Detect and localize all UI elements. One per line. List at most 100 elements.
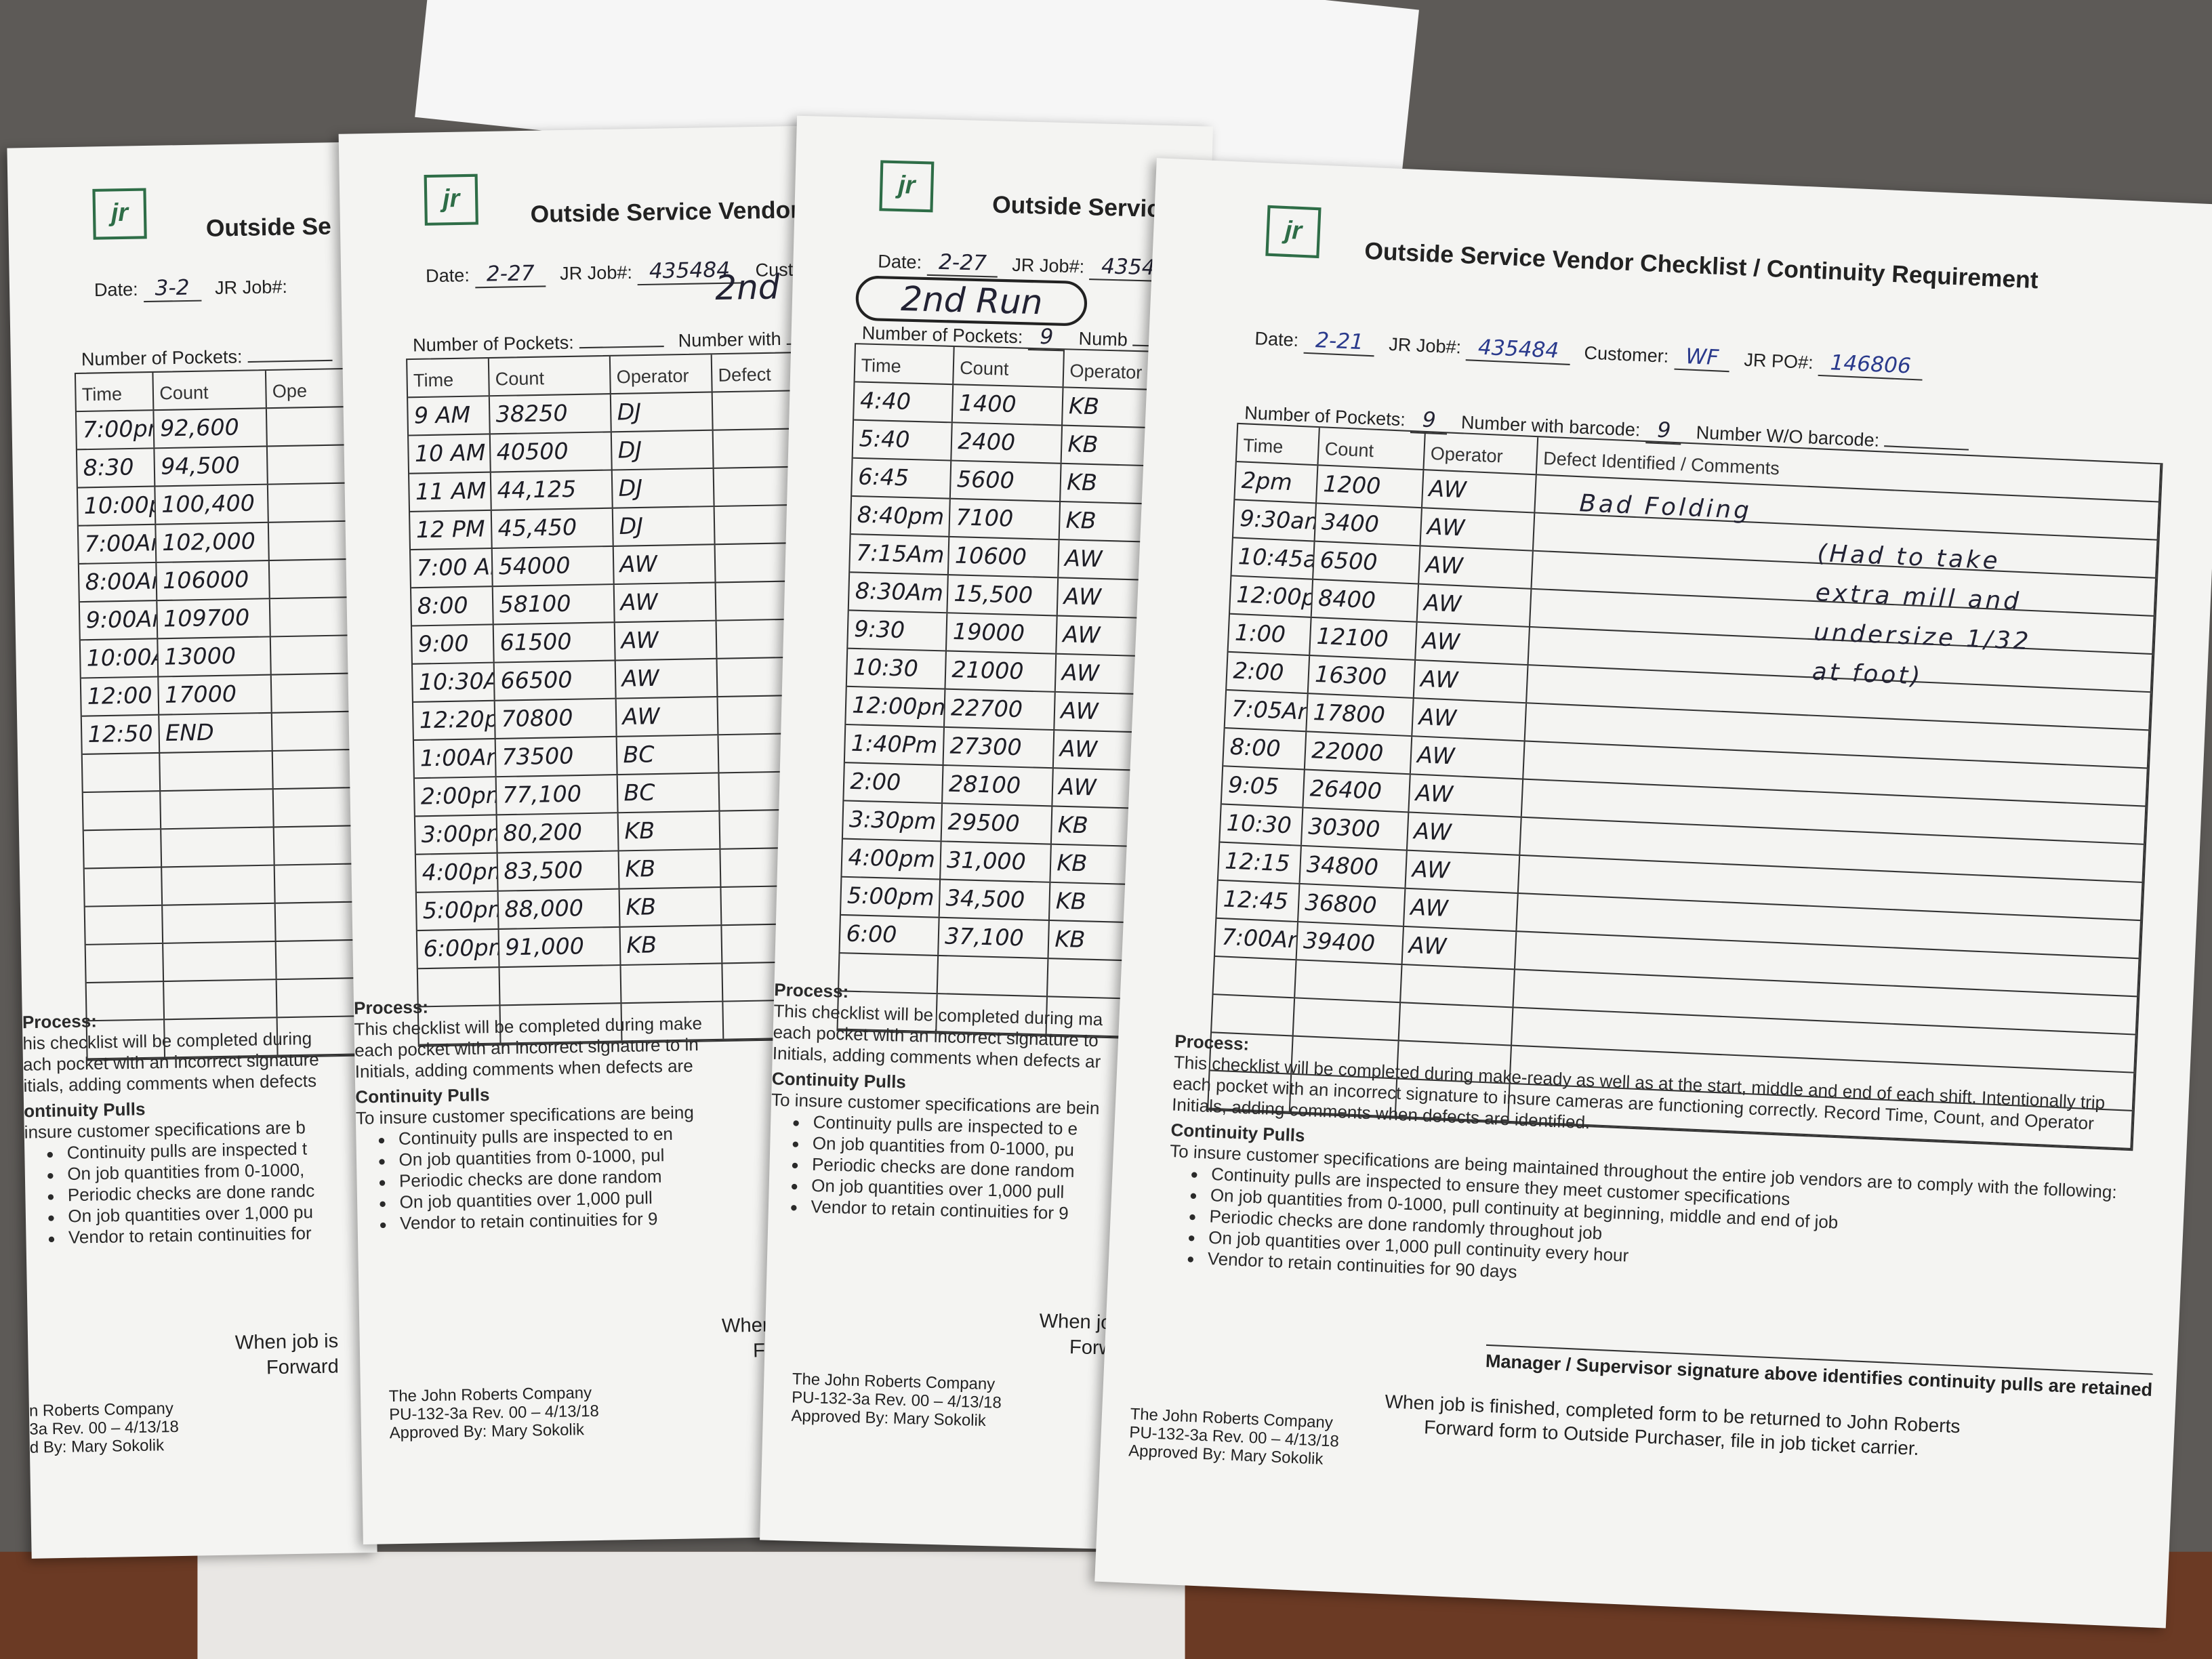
cell: AW (615, 659, 718, 698)
cell: 30300 (1302, 808, 1410, 850)
cell: 12:50 (81, 715, 161, 754)
cell: DJ (611, 392, 714, 432)
cell: KB (619, 849, 722, 888)
column-header: Count (1318, 428, 1426, 470)
cell: 7:00 AM (411, 549, 493, 588)
field-label: Customer: (1583, 342, 1669, 367)
cell: 9:00 (412, 625, 495, 663)
table-row (82, 749, 377, 794)
field-label: JR PO#: (1743, 348, 1814, 373)
table-row: 7:00pm 92,600 (76, 406, 377, 451)
cell: 27300 (943, 727, 1055, 768)
cell: 8:00Am (79, 562, 158, 602)
cell: 12:20pm (413, 701, 496, 740)
field-row: Date: 2-27 JR Job#: 43548 (878, 247, 1194, 283)
closing-line: Forward (266, 1354, 340, 1378)
cell: AW (1412, 699, 1528, 741)
cell: 10:30Am (413, 663, 495, 701)
cell: AW (1402, 926, 1517, 969)
form-title: Outside Service Vendor Checklist / Conti… (1364, 237, 2039, 294)
cell: 88,000 (498, 889, 621, 928)
cell: 37,100 (939, 918, 1050, 958)
closing: When job is finished, completed form to … (1383, 1389, 1961, 1462)
cell (161, 790, 274, 829)
field-label: JR Job#: (559, 261, 633, 284)
cell: DJ (611, 430, 714, 470)
cell: 5:00pm (841, 877, 941, 917)
cell: 9 AM (408, 396, 491, 435)
note: 2nd Run (855, 275, 1088, 327)
cell (83, 792, 162, 830)
cell: 22700 (945, 689, 1056, 730)
footer: The John Roberts Company PU-132-3a Rev. 0… (1128, 1406, 1340, 1471)
cell: 29500 (941, 804, 1053, 844)
cell: AW (1414, 660, 1529, 703)
footer: The John Roberts Company PU-132-3a Rev. 0… (791, 1372, 1002, 1432)
cell: KB (620, 926, 723, 964)
cell (163, 903, 276, 943)
pockets-label: Numb (1078, 327, 1128, 350)
cell: 16300 (1308, 656, 1416, 697)
cell: AW (1407, 813, 1522, 855)
cell: AW (1406, 851, 1521, 893)
column-header: Time (1236, 424, 1320, 465)
cell: 3400 (1315, 504, 1422, 546)
cell: 4:00pm (842, 839, 942, 879)
cell: 5600 (950, 461, 1062, 501)
cell: AW (616, 697, 719, 736)
cell: 11 AM (409, 472, 492, 511)
column-header: Time (855, 344, 955, 384)
bullet-list: Continuity pulls are inspected to eOn jo… (769, 1111, 1101, 1226)
form-title: Outside Se (205, 213, 332, 243)
cell: 92,600 (154, 409, 268, 448)
cell: KB (618, 811, 721, 851)
cell: DJ (613, 507, 716, 546)
table-row: 10:00pm 100,400 (77, 483, 377, 527)
cell: 54000 (492, 546, 615, 586)
cell: 38250 (489, 394, 612, 434)
table-row: 10:00Am 13000 (80, 634, 377, 679)
cell: 10:30 (1220, 804, 1304, 845)
cell: 8:30Am (848, 573, 949, 613)
cell (1295, 960, 1403, 1002)
manager-line: Manager / Supervisor signature above ide… (1485, 1344, 2154, 1400)
table-row: 7:00Am 102,000 (78, 520, 377, 565)
cell: 3:00pm (415, 815, 498, 854)
cell: 17000 (159, 675, 272, 714)
cell: 12:00 (81, 677, 160, 716)
column-header: Operator (1424, 432, 1539, 474)
field-value: 2-21 (1303, 327, 1376, 357)
cell: 12:00pm (846, 687, 946, 726)
field-label: JR Job#: (1388, 333, 1462, 358)
table-row: 12:50 END (81, 711, 377, 755)
field-label: Date: (94, 278, 138, 301)
cell: 1:00 (1228, 614, 1312, 655)
field-row: Date: 3-2 JR Job#: (94, 273, 293, 303)
table-row: 8:00Am 106000 (79, 558, 377, 603)
logo: jr (92, 188, 147, 240)
cell: 34800 (1300, 846, 1408, 888)
field-label: Date: (425, 264, 470, 287)
process: Process: This checklist will be completed… (1165, 1027, 2123, 1310)
cell: 34,500 (939, 880, 1051, 920)
process: Process: This checklist will be completed… (769, 976, 1104, 1226)
cell: 1:40Pm (844, 725, 945, 764)
cell: 10 AM (409, 434, 491, 473)
logo: jr (1265, 205, 1322, 259)
cell: AW (1422, 470, 1537, 512)
field-value: WF (1673, 343, 1731, 373)
cell: BC (617, 735, 720, 774)
cell: 66500 (494, 661, 617, 700)
cell: 7:00pm (76, 411, 155, 449)
cell: BC (617, 773, 720, 813)
footer-line: d By: Mary Sokolik (29, 1437, 165, 1457)
footer: n Roberts Company 3a Rev. 00 – 4/13/18 d B… (29, 1401, 180, 1458)
table-row (85, 939, 377, 984)
cell: 40500 (490, 432, 613, 472)
cell: 2:00 (844, 763, 944, 803)
table-row (85, 901, 377, 945)
pockets-label: Number of Pockets: (81, 346, 243, 370)
cell: AW (613, 545, 716, 584)
field-value: 2-27 (474, 260, 546, 289)
paper-bottom (197, 1551, 1185, 1659)
